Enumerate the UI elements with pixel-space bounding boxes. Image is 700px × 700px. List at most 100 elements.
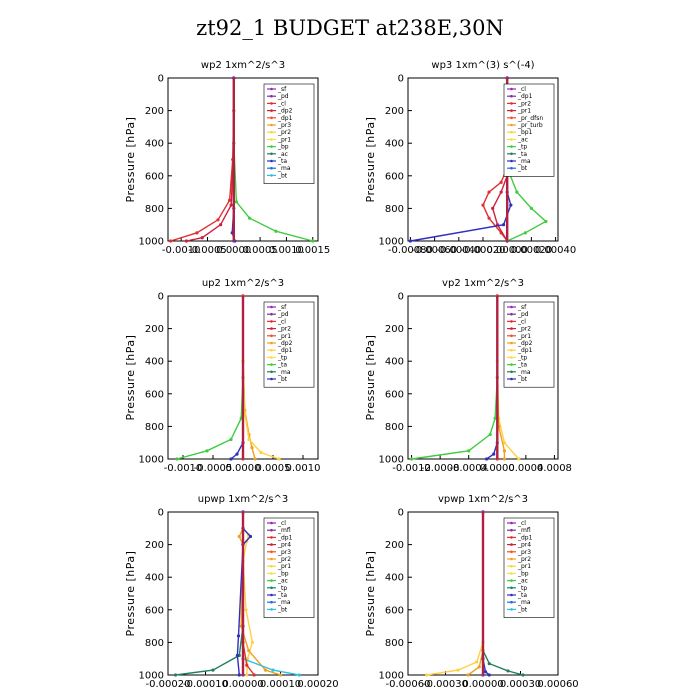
- legend-marker: [270, 159, 273, 163]
- y-tick-label: 400: [385, 573, 404, 584]
- legend-entry: _pd: [277, 311, 289, 318]
- legend-marker: [270, 116, 273, 120]
- legend-entry: _pr4: [517, 542, 531, 549]
- legend-entry: _pr2: [277, 556, 291, 563]
- series-point: [475, 660, 479, 664]
- x-tick-label: -0.00080: [388, 245, 433, 256]
- x-tick-label: 0.00000: [487, 245, 528, 256]
- y-tick-label: 200: [385, 106, 404, 117]
- legend-entry: _dp2: [277, 340, 293, 347]
- legend-entry: _ma: [277, 369, 291, 376]
- y-tick-label: 200: [145, 324, 164, 335]
- legend-entry: _ma: [517, 369, 531, 376]
- legend-marker: [510, 334, 513, 338]
- y-tick-label: 800: [145, 204, 164, 215]
- legend-marker: [270, 528, 273, 532]
- x-tick-label: 0.00030: [500, 679, 541, 690]
- series-point: [483, 670, 488, 674]
- y-tick-label: 600: [145, 389, 164, 400]
- legend-marker: [270, 334, 273, 338]
- legend-marker: [270, 94, 273, 98]
- figure-title: zt92_1 BUDGET at238E,30N: [196, 16, 504, 40]
- y-tick-label: 600: [385, 171, 404, 182]
- legend-marker: [270, 608, 273, 611]
- legend-marker: [510, 528, 513, 532]
- series-point: [259, 450, 263, 455]
- legend-entry: _cl: [277, 520, 286, 527]
- legend-marker: [270, 521, 273, 525]
- legend-marker: [510, 363, 513, 366]
- series-point: [263, 668, 268, 672]
- series-point: [477, 665, 481, 669]
- legend-marker: [510, 348, 513, 352]
- legend-entry: _pr1: [517, 333, 531, 340]
- series-line-dp2: [176, 296, 244, 460]
- legend-entry: _tp: [277, 354, 287, 361]
- legend-entry: _ta: [277, 158, 287, 165]
- legend-entry: _pr1: [277, 333, 291, 340]
- legend-marker: [270, 123, 273, 127]
- legend-marker: [510, 166, 513, 170]
- series-point: [252, 673, 256, 677]
- legend-marker: [270, 536, 273, 539]
- legend-entry: _ac: [277, 151, 288, 158]
- x-tick-label: -0.00020: [461, 245, 506, 256]
- y-axis-label: Pressure [hPa]: [124, 551, 137, 637]
- legend-box: [263, 301, 315, 388]
- panel-title: wp2 1xm^2/s^3: [201, 60, 285, 71]
- legend-entry: _mfl: [517, 527, 531, 534]
- series-point: [484, 457, 489, 461]
- chart-panel-upwp: upwp 1xm^2/s^3 Pressure [hPa] 0 200 400 600 80…: [124, 494, 339, 690]
- series-point: [456, 668, 460, 672]
- legend-entry: _ta: [517, 362, 527, 369]
- series-point: [502, 457, 507, 461]
- legend-entry: _pr1: [517, 108, 531, 115]
- x-tick-label: -0.0008: [421, 463, 460, 474]
- legend-entry: _pr1: [277, 563, 291, 570]
- y-tick-label: 800: [385, 204, 404, 215]
- legend-marker: [270, 572, 273, 575]
- series-point: [237, 534, 241, 539]
- legend-marker: [270, 109, 273, 112]
- legend-entry: _pr3: [277, 549, 291, 556]
- y-tick-label: 1000: [139, 455, 164, 466]
- series-point: [200, 236, 204, 240]
- x-tick-label: 0.0004: [508, 463, 543, 474]
- legend-entry: _ta: [517, 592, 527, 599]
- legend-entry: _pr4: [277, 542, 291, 549]
- legend-entry: _dp1: [277, 347, 293, 354]
- series-point: [175, 457, 179, 461]
- y-tick-label: 400: [145, 139, 164, 150]
- legend-marker: [270, 312, 273, 316]
- x-tick-label: 0.0000: [480, 463, 515, 474]
- series-point: [250, 640, 254, 644]
- legend-marker: [510, 377, 513, 381]
- legend-marker: [270, 152, 273, 156]
- x-tick-label: 0.00060: [537, 679, 578, 690]
- series-point: [506, 669, 510, 673]
- chart-panel-vp2: vp2 1xm^2/s^3 Pressure [hPa] 0 200 400 600 800…: [364, 278, 572, 474]
- legend-marker: [270, 102, 273, 105]
- y-tick-label: 1000: [379, 455, 404, 466]
- legend-entry: _bt: [277, 376, 288, 383]
- legend-entry: _ac: [277, 578, 288, 585]
- legend-entry: _ta: [517, 151, 527, 158]
- legend-entry: _bt: [277, 172, 288, 179]
- series-point: [219, 223, 223, 227]
- legend-box: [503, 517, 555, 618]
- legend-marker: [270, 87, 273, 91]
- legend-marker: [510, 102, 513, 105]
- legend-marker: [510, 521, 513, 525]
- chart-panel-wp3: wp3 1xm^(3) s^(-4) Pressure [hPa] 0 200 400 6…: [364, 60, 576, 256]
- legend-marker: [510, 600, 513, 604]
- y-tick-label: 0: [398, 508, 404, 519]
- legend-entry: _bt: [517, 606, 528, 613]
- series-point: [509, 203, 513, 207]
- series-line-dp2: [411, 296, 499, 460]
- y-tick-label: 800: [385, 422, 404, 433]
- axes-frame: [407, 295, 559, 460]
- series-point: [501, 223, 506, 227]
- series-point: [247, 648, 251, 653]
- x-tick-label: -0.00060: [412, 245, 457, 256]
- legend-marker: [270, 550, 273, 554]
